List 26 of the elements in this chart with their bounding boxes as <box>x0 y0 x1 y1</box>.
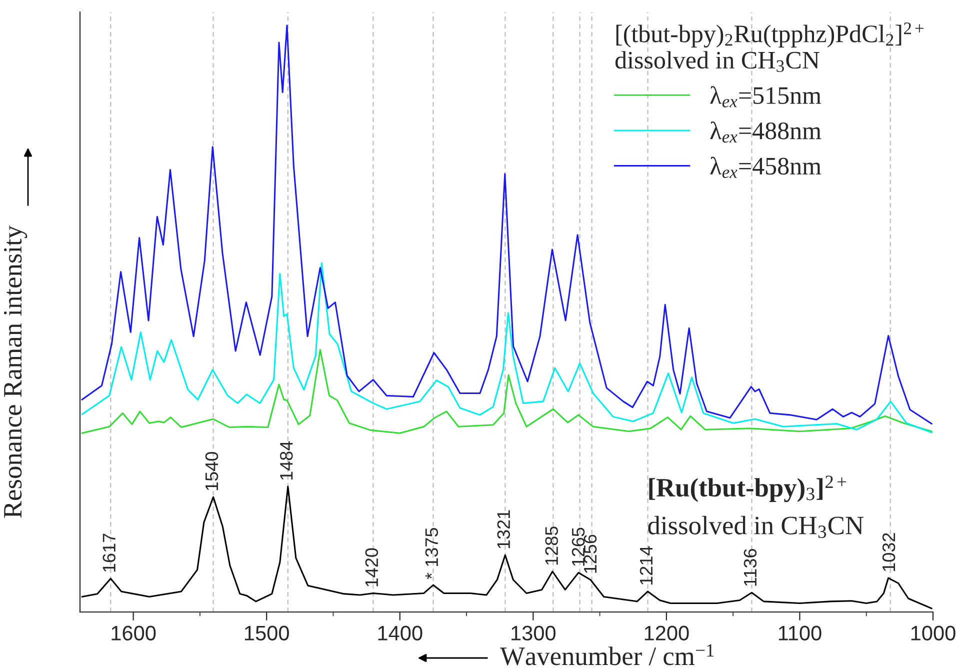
annotation: 1265 <box>572 528 585 566</box>
x-tick-label: 1500 <box>245 626 289 640</box>
x-tick-label: 1400 <box>378 626 422 640</box>
x-tick-label: 1100 <box>778 626 822 640</box>
annotation: [Ru(tbut-bpy)$_{3}$]$^{2+}$ <box>649 476 846 502</box>
annotation: 1484 <box>280 441 293 480</box>
annotation: * 1375 <box>425 528 438 580</box>
annotation: 1540 <box>205 452 218 490</box>
annotation: 1136 <box>744 549 757 586</box>
x-tick-label: 1200 <box>644 626 689 640</box>
y-axis-title: Resonance Raman intensity <box>4 226 28 518</box>
annotation: 1420 <box>365 548 378 586</box>
annotation: 1256 <box>584 534 597 573</box>
annotation: 1285 <box>545 526 558 565</box>
x-tick-label: 1300 <box>512 626 556 640</box>
annotation: 1321 <box>497 510 510 548</box>
legend-label: λ$_{ex}$=515nm <box>710 86 822 108</box>
x-axis-title: Wavenumber / cm$^{−1}$ <box>500 644 714 666</box>
annotation: dissolved in CH$_{3}$CN <box>648 516 864 538</box>
annotation: 1032 <box>882 533 896 572</box>
annotation: 1617 <box>102 534 116 572</box>
annotation: 1214 <box>640 546 652 585</box>
x-tick-label: 1600 <box>112 626 156 640</box>
legend-label: λ$_{ex}$=488nm <box>710 121 822 143</box>
legend-label: λ$_{ex}$=458nm <box>710 156 822 178</box>
x-tick-label: 1000 <box>911 626 956 640</box>
